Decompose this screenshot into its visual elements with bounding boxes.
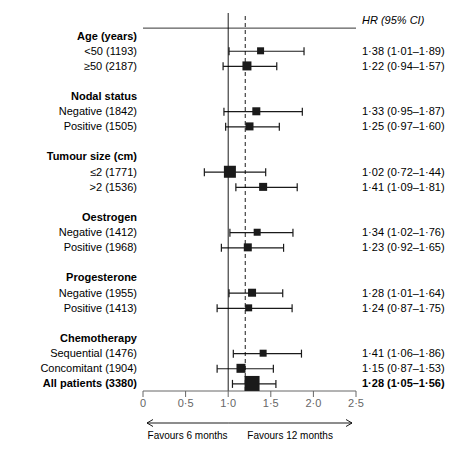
- svg-text:Positive (1968): Positive (1968): [64, 241, 137, 253]
- svg-text:Age (years): Age (years): [77, 30, 137, 42]
- svg-text:All patients (3380): All patients (3380): [43, 377, 137, 389]
- svg-text:Favours 6 months: Favours 6 months: [148, 430, 228, 441]
- svg-text:≥50 (2187): ≥50 (2187): [84, 60, 137, 72]
- svg-text:1·41 (1·09–1·81): 1·41 (1·09–1·81): [362, 181, 445, 193]
- svg-text:Favours 12 months: Favours 12 months: [247, 430, 333, 441]
- svg-text:2·0: 2·0: [305, 397, 321, 409]
- svg-text:Tumour size (cm): Tumour size (cm): [47, 150, 138, 162]
- svg-text:1·15 (0·87–1·53): 1·15 (0·87–1·53): [362, 362, 445, 374]
- svg-text:1·33 (0·95–1·87): 1·33 (0·95–1·87): [362, 105, 445, 117]
- svg-text:Chemotherapy: Chemotherapy: [60, 332, 138, 344]
- svg-text:0: 0: [140, 397, 146, 409]
- svg-text:1·23 (0·92–1·65): 1·23 (0·92–1·65): [362, 241, 445, 253]
- svg-text:Nodal status: Nodal status: [71, 90, 137, 102]
- svg-text:<50 (1193): <50 (1193): [84, 45, 137, 57]
- svg-text:Sequential (1476): Sequential (1476): [50, 347, 137, 359]
- svg-text:>2 (1536): >2 (1536): [90, 181, 137, 193]
- svg-text:Positive (1413): Positive (1413): [64, 302, 137, 314]
- svg-text:HR (95% CI): HR (95% CI): [362, 14, 425, 26]
- svg-text:1·5: 1·5: [263, 397, 279, 409]
- svg-text:1·0: 1·0: [220, 397, 236, 409]
- svg-text:Negative (1412): Negative (1412): [59, 226, 137, 238]
- svg-text:Progesterone: Progesterone: [66, 271, 137, 283]
- svg-text:1·38 (1·01–1·89): 1·38 (1·01–1·89): [362, 45, 445, 57]
- svg-text:Negative (1842): Negative (1842): [59, 105, 137, 117]
- svg-text:1·25 (0·97–1·60): 1·25 (0·97–1·60): [362, 120, 445, 132]
- svg-text:Positive (1505): Positive (1505): [64, 120, 137, 132]
- svg-text:1·02 (0·72–1·44): 1·02 (0·72–1·44): [362, 166, 445, 178]
- svg-text:≤2 (1771): ≤2 (1771): [90, 166, 137, 178]
- svg-text:2·5: 2·5: [348, 397, 364, 409]
- svg-text:1·28 (1·01–1·64): 1·28 (1·01–1·64): [362, 287, 445, 299]
- svg-text:0·5: 0·5: [178, 397, 194, 409]
- svg-text:1·41 (1·06–1·86): 1·41 (1·06–1·86): [362, 347, 445, 359]
- svg-text:1·28 (1·05–1·56): 1·28 (1·05–1·56): [362, 377, 445, 389]
- svg-text:Oestrogen: Oestrogen: [82, 211, 137, 223]
- svg-text:Negative (1955): Negative (1955): [59, 287, 137, 299]
- svg-text:Concomitant (1904): Concomitant (1904): [40, 362, 137, 374]
- svg-text:1·22 (0·94–1·57): 1·22 (0·94–1·57): [362, 60, 445, 72]
- svg-text:1·24 (0·87–1·75): 1·24 (0·87–1·75): [362, 302, 445, 314]
- svg-text:1·34 (1·02–1·76): 1·34 (1·02–1·76): [362, 226, 445, 238]
